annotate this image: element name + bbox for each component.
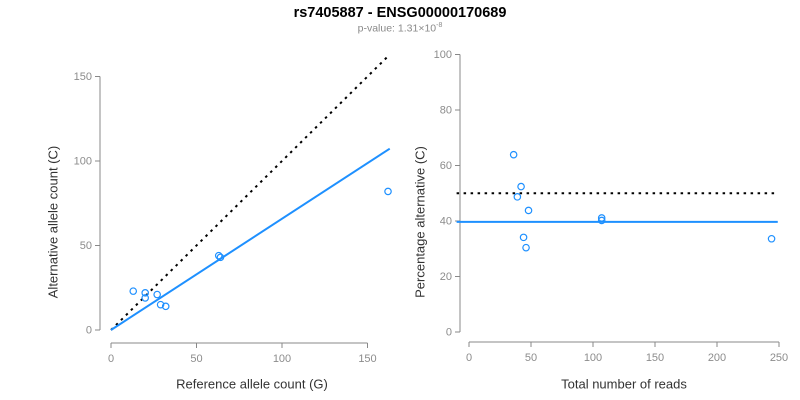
data-point bbox=[156, 300, 165, 309]
data-point bbox=[522, 243, 530, 252]
y-tick-label: 0 bbox=[86, 325, 92, 337]
plot-title: rs7405887 - ENSG00000170689 bbox=[293, 5, 507, 21]
y-tick-label: 60 bbox=[440, 160, 452, 172]
data-point bbox=[216, 253, 225, 262]
y-tick-label: 100 bbox=[434, 49, 452, 61]
scatter-percentage-alternative: 0 20 40 60 80 100 0 50 100 150 200 250 bbox=[434, 49, 789, 364]
data-point bbox=[161, 302, 170, 311]
data-point bbox=[153, 290, 161, 299]
x-tick-label: 50 bbox=[190, 353, 202, 365]
fit-line bbox=[110, 147, 391, 331]
y-axis-title-right: Percentage alternative (C) bbox=[412, 146, 428, 298]
data-point bbox=[384, 187, 392, 196]
y-tick-label: 80 bbox=[440, 105, 452, 117]
scatter-allele-counts: 0 50 100 150 0 50 100 150 bbox=[74, 53, 392, 365]
y-tick-label: 40 bbox=[440, 216, 452, 228]
data-point bbox=[519, 233, 528, 242]
pvalue-label: p-value: 1.31×10 bbox=[357, 22, 437, 35]
data-point bbox=[517, 182, 525, 191]
data-point bbox=[597, 216, 606, 225]
x-axis-title-right: Total number of reads bbox=[561, 376, 687, 392]
x-tick-label: 100 bbox=[273, 353, 291, 365]
data-point bbox=[767, 234, 776, 243]
y-axis-title-left: Alternative allele count (C) bbox=[45, 145, 61, 299]
data-point bbox=[141, 289, 150, 297]
data-point bbox=[513, 193, 522, 201]
x-tick-label: 100 bbox=[584, 352, 602, 364]
x-tick-label: 200 bbox=[708, 352, 726, 364]
x-axis-title-left: Reference allele count (G) bbox=[176, 376, 328, 392]
plot-subtitle: p-value: 1.31×10-8 bbox=[0, 22, 800, 35]
x-tick-label: 0 bbox=[108, 353, 114, 365]
data-point bbox=[597, 214, 606, 222]
x-tick-label: 150 bbox=[646, 352, 664, 364]
data-point bbox=[129, 287, 138, 295]
data-point bbox=[141, 294, 150, 302]
data-point bbox=[214, 251, 223, 260]
pvalue-exponent: -8 bbox=[436, 22, 443, 29]
x-tick-label: 150 bbox=[358, 353, 376, 365]
y-tick-label: 150 bbox=[74, 71, 92, 83]
x-tick-label: 250 bbox=[770, 352, 788, 364]
data-point bbox=[524, 206, 533, 215]
data-point bbox=[509, 150, 518, 159]
identity-line bbox=[110, 53, 391, 331]
x-tick-label: 0 bbox=[466, 352, 472, 364]
y-tick-label: 100 bbox=[74, 156, 92, 168]
x-tick-label: 50 bbox=[525, 352, 537, 364]
y-tick-label: 50 bbox=[80, 240, 92, 252]
y-tick-label: 20 bbox=[440, 271, 452, 283]
y-tick-label: 0 bbox=[446, 327, 452, 339]
